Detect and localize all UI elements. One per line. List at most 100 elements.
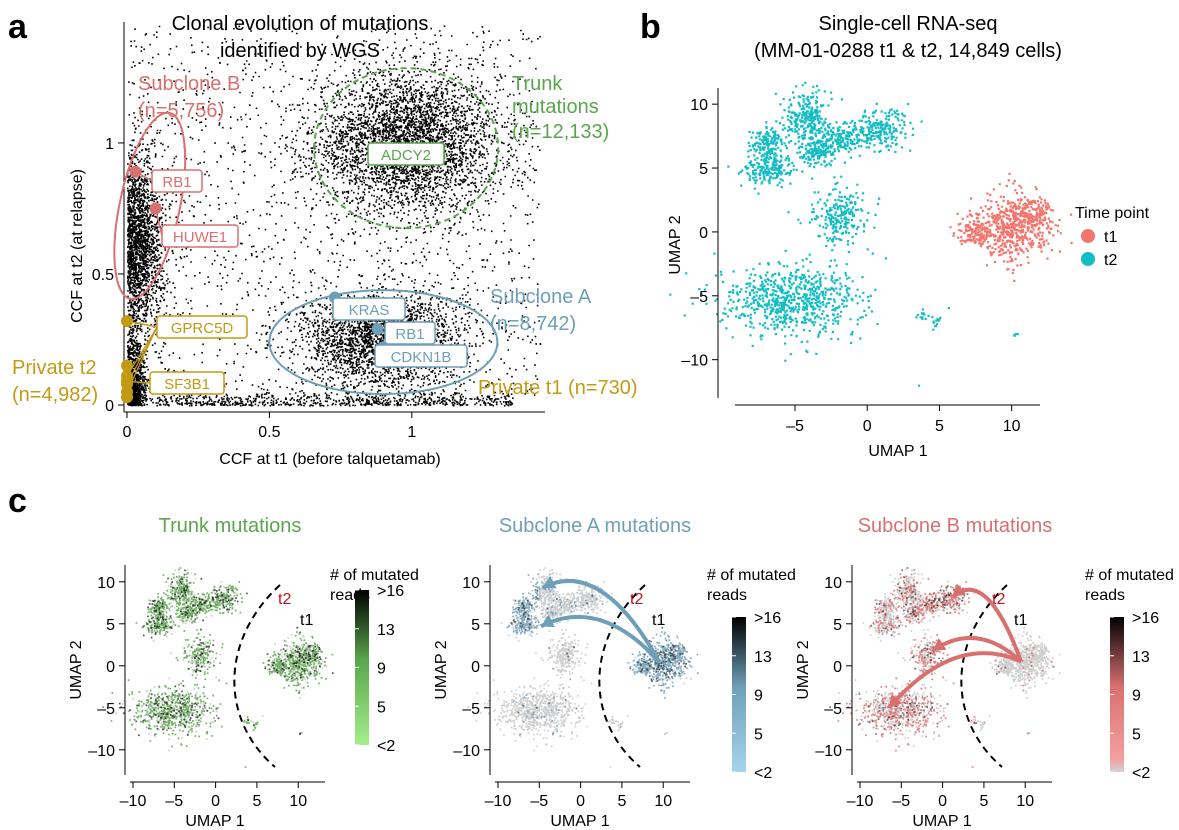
c-t2-annotation: t2 (992, 591, 1005, 608)
b-y-tick-label: 0 (699, 225, 708, 242)
c-colorbar-title-2: reads (1085, 587, 1125, 604)
c-colorbar-title-1: # of mutated (1085, 567, 1174, 584)
c-y-tick-label: –5 (462, 701, 480, 718)
c-evolution-arrow (887, 651, 1022, 710)
panel-letter-b: b (640, 8, 661, 46)
a-y-tick-label: 0.5 (92, 267, 114, 284)
c-t2-annotation: t2 (630, 591, 643, 608)
b-x-tick-label: 10 (1003, 418, 1021, 435)
a-gene-label: RB1 (395, 326, 424, 343)
c-y-tick-label: –10 (453, 743, 480, 760)
c-x-tick-label: –5 (892, 793, 910, 810)
c-colorbar-tick-label: 9 (754, 688, 763, 705)
a-private-connector (126, 326, 158, 393)
c-colorbar-tick-label: <2 (754, 765, 772, 782)
a-trunk-label-3: (n=12,133) (512, 121, 609, 143)
a-gene-label: SF3B1 (164, 376, 210, 393)
a-y-tick-label: 0 (105, 398, 114, 415)
a-private-t2-label-1: Private t2 (12, 357, 96, 379)
b-y-tick-label: –5 (690, 289, 708, 306)
c-evolution-arrowhead (952, 583, 967, 597)
c-evolution-arrowhead (540, 614, 555, 628)
c-subpanel-3: Subclone B mutations t2 t1 –10 –5 0 5 10 –10 –5 0 5… (795, 515, 1174, 830)
c-colorbar-tick-label: 13 (754, 649, 772, 666)
c-colorbar-title-1: # of mutated (707, 567, 796, 584)
a-gene-box (367, 142, 445, 166)
c-x-tick-label: –10 (485, 793, 512, 810)
a-trunk-label-1: Trunk (512, 73, 563, 95)
a-private-t1-label: Private t1 (n=730) (478, 377, 638, 399)
a-private-point (121, 359, 133, 372)
a-subclone-b-label-1: Subclone B (138, 73, 240, 95)
a-gene-box (332, 297, 406, 321)
c-x-tick-label: –5 (530, 793, 548, 810)
b-x-axis-label: UMAP 1 (868, 443, 927, 460)
a-mutation-points (127, 25, 542, 407)
c-y-tick-label: –5 (97, 701, 115, 718)
b-legend-t2-swatch (1081, 252, 1095, 266)
a-private-t2-label-2: (n=4,982) (12, 384, 98, 406)
c-y-tick-label: 10 (97, 575, 115, 592)
a-gene-point (129, 165, 142, 178)
panel-letter-a: a (8, 8, 28, 46)
b-t1-cells (949, 172, 1073, 282)
a-gene-label: HUWE1 (173, 229, 227, 246)
c-x-tick-label: 10 (1016, 793, 1034, 810)
c-y-tick-label: 0 (106, 659, 115, 676)
c-y-tick-label: –10 (88, 743, 115, 760)
c-colorbar-tick-label: >16 (377, 583, 404, 600)
b-legend-t1-label: t1 (1104, 229, 1117, 246)
c-colorbar-tick-label: >16 (754, 610, 781, 627)
a-title-line-2: identified by WGS (220, 40, 380, 62)
a-x-tick-label: 0 (123, 424, 132, 441)
c-colorbar-tick-label: 13 (377, 622, 395, 639)
a-gene-labels: ADCY2 RB1 HUWE1 KRAS RB1 CDKN1B GPRC5D SF3B1 (121, 142, 468, 404)
c-y-tick-label: 5 (833, 617, 842, 634)
c-subpanel-title: Trunk mutations (159, 515, 302, 537)
a-gene-point (371, 323, 384, 335)
a-gene-point (149, 202, 162, 215)
c-colorbar-tick-label: <2 (1132, 765, 1150, 782)
a-subclone-b-ellipse (113, 111, 187, 300)
c-subpanel-2: Subclone A mutations t2 t1 –10 –5 0 5 10 –10 –5 0 5… (433, 515, 796, 830)
b-axes: –5 0 5 10 –10 –5 0 5 10 (681, 88, 1040, 435)
a-trunk-ellipse (313, 67, 500, 230)
c-x-tick-label: –10 (120, 793, 147, 810)
panel-a-ccf-scatter: 0 0.5 1 0 0.5 1 ADCY2 RB1 HUWE1 KRAS RB1 CDKN1B GPR… (12, 13, 638, 468)
c-t1-t2-boundary (233, 584, 281, 768)
b-title-line-1: Single-cell RNA-seq (819, 13, 998, 35)
c-t1-annotation: t1 (652, 612, 665, 629)
c-y-tick-label: 10 (824, 575, 842, 592)
a-axes: 0 0.5 1 0 0.5 1 (92, 22, 545, 441)
c-x-tick-label: 5 (979, 793, 988, 810)
a-gene-label: CDKN1B (391, 349, 452, 366)
c-x-tick-label: 10 (289, 793, 307, 810)
c-x-axis-label: UMAP 1 (550, 813, 609, 830)
c-colorbar-tick-label: 9 (1132, 688, 1141, 705)
panel-b-umap-timepoint: Single-cell RNA-seq (MM-01-0288 t1 & t2,… (667, 13, 1150, 460)
c-t1-annotation: t1 (1014, 612, 1027, 629)
c-subpanel-title: Subclone B mutations (858, 515, 1053, 537)
b-legend-t1-swatch (1081, 229, 1095, 243)
a-x-tick-label: 1 (407, 424, 416, 441)
a-trunk-label-2: mutations (512, 96, 599, 118)
c-t1-t2-boundary (598, 584, 646, 768)
c-y-tick-label: –10 (815, 743, 842, 760)
b-legend-title: Time point (1075, 205, 1150, 222)
c-highly-mutated-cells (829, 567, 1055, 735)
c-colorbar-title-2: reads (707, 587, 747, 604)
b-x-tick-label: –5 (786, 418, 804, 435)
c-y-axis-label: UMAP 2 (433, 640, 450, 699)
c-colorbar-tick-label: <2 (377, 738, 395, 755)
a-gene-label: KRAS (349, 302, 390, 319)
a-x-axis-label: CCF at t1 (before talquetamab) (219, 451, 440, 468)
a-subclone-b-label-2: (n=5,756) (138, 100, 224, 122)
c-evolution-arrowhead (542, 575, 557, 589)
c-x-tick-label: 5 (252, 793, 261, 810)
c-y-tick-label: 0 (471, 659, 480, 676)
a-x-tick-label: 0.5 (258, 424, 280, 441)
c-x-tick-label: –10 (847, 793, 874, 810)
c-y-tick-label: 0 (833, 659, 842, 676)
b-y-tick-label: 10 (690, 97, 708, 114)
a-private-point (121, 391, 133, 404)
